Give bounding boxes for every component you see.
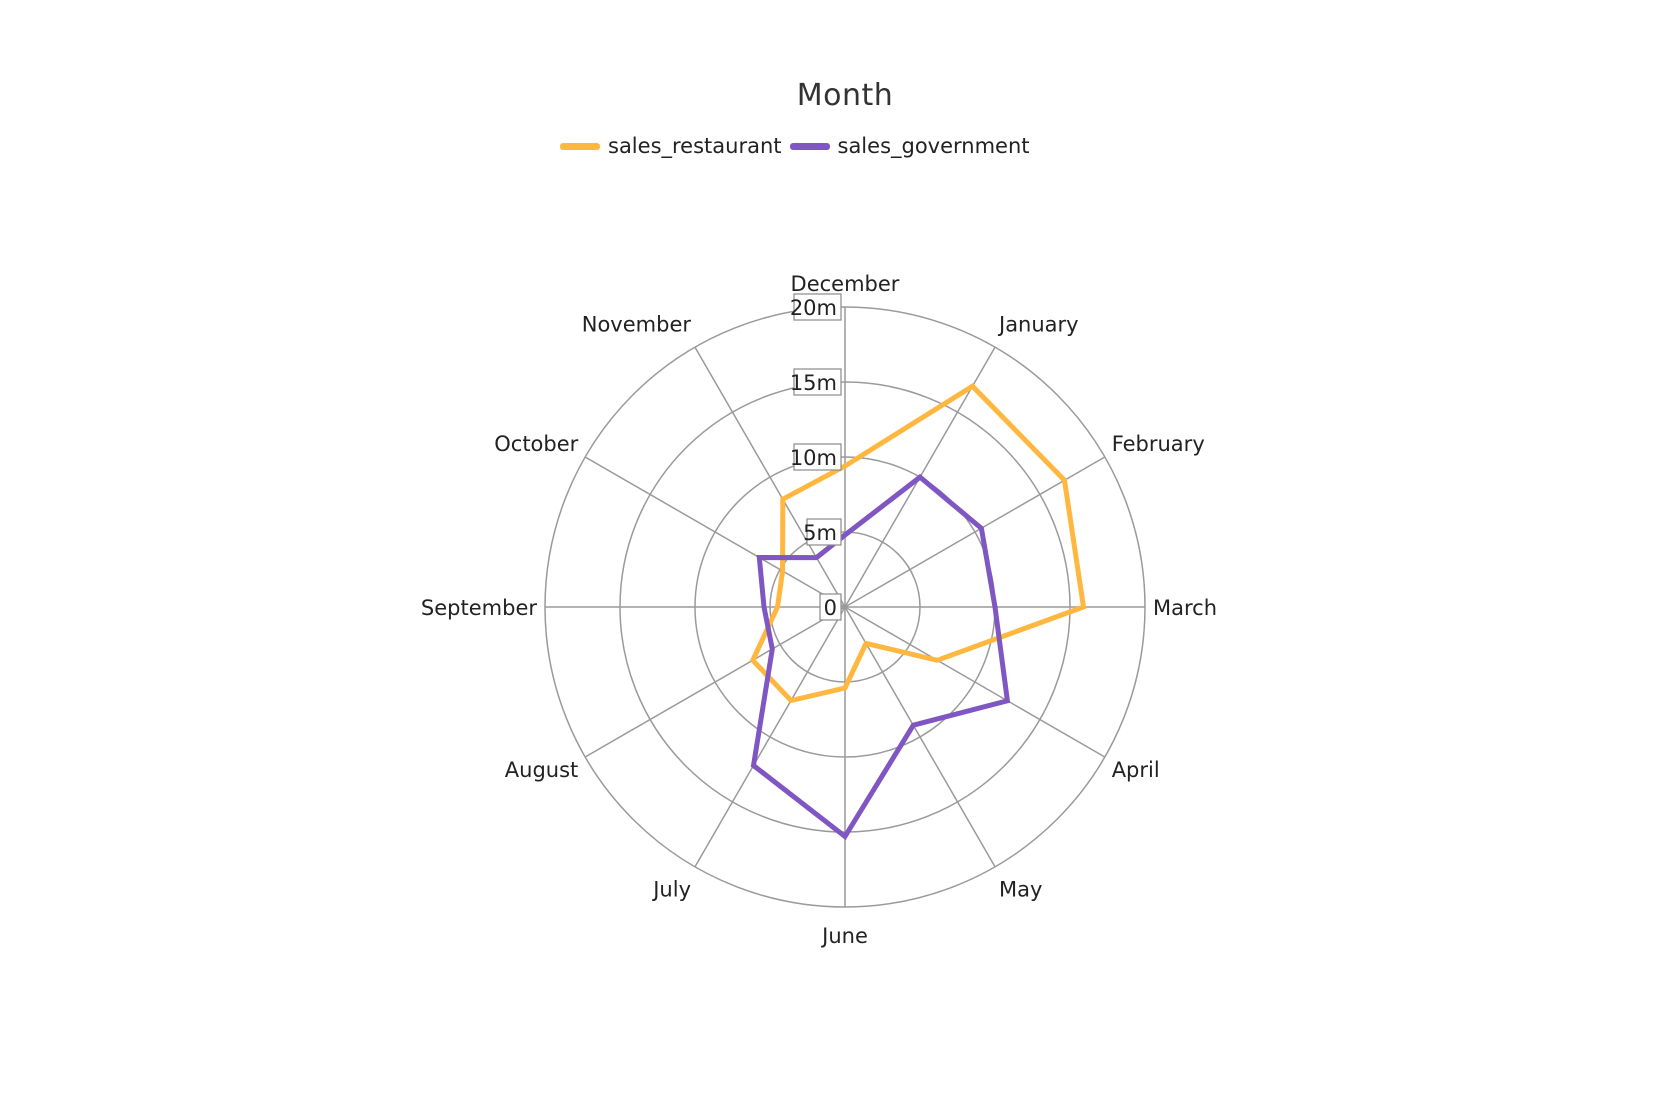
- spoke-august: [584, 606, 846, 758]
- category-label-august: August: [505, 758, 579, 782]
- spoke-october: [584, 456, 846, 608]
- radar-series: [749, 383, 1087, 841]
- legend-item-sales-restaurant[interactable]: sales_restaurant: [560, 134, 782, 158]
- series-line-sales-government[interactable]: [750, 473, 1011, 841]
- radial-tick-box-4: [793, 293, 842, 321]
- category-label-october: October: [494, 432, 578, 456]
- series-line-sales-restaurant[interactable]: [749, 383, 1087, 704]
- radial-tick-box-1: [806, 518, 842, 546]
- legend-swatch-sales-restaurant: [560, 142, 600, 150]
- radial-tick-box-2: [793, 443, 842, 471]
- chart-title: Month: [796, 78, 894, 113]
- radial-tick-3: 15m: [790, 368, 842, 396]
- category-label-february: February: [1112, 432, 1205, 456]
- spoke-november: [694, 346, 846, 608]
- legend-item-sales-government[interactable]: sales_government: [789, 134, 1030, 158]
- category-label-may: May: [999, 877, 1042, 901]
- legend-swatch-sales-government: [789, 142, 830, 150]
- legend-label-sales-restaurant: sales_restaurant: [608, 134, 782, 158]
- category-label-june: June: [820, 924, 868, 948]
- category-label-november: November: [582, 313, 692, 337]
- spoke-july: [694, 606, 846, 868]
- radial-tick-2: 10m: [790, 443, 842, 471]
- radial-tick-box-0: [819, 593, 842, 621]
- radial-tick-1: 5m: [803, 518, 842, 546]
- category-label-september: September: [421, 596, 537, 620]
- category-label-january: January: [997, 313, 1079, 337]
- legend-label-sales-government: sales_government: [837, 134, 1030, 158]
- radial-tick-label-1: 5m: [803, 521, 837, 545]
- category-label-december: December: [791, 272, 900, 296]
- category-labels: December January February March April May June…: [421, 272, 1217, 948]
- radial-tick-4: 20m: [790, 293, 842, 321]
- category-label-march: March: [1153, 596, 1217, 620]
- radial-tick-box-3: [793, 368, 842, 396]
- spoke-february: [844, 456, 1106, 608]
- radar-grid: [544, 306, 1146, 908]
- radial-tick-label-0: 0: [824, 596, 837, 620]
- category-label-april: April: [1112, 758, 1160, 782]
- radial-axis: 0 5m 10m 15m 20m: [790, 293, 842, 621]
- category-label-july: July: [651, 877, 691, 901]
- radial-tick-label-2: 10m: [790, 446, 837, 470]
- spoke-may: [844, 606, 996, 868]
- radial-tick-0: 0: [819, 593, 842, 621]
- radial-tick-label-3: 15m: [790, 371, 837, 395]
- legend: sales_restaurant sales_government: [560, 134, 1038, 158]
- spoke-april: [844, 606, 1106, 758]
- radial-tick-label-4: 20m: [790, 296, 837, 320]
